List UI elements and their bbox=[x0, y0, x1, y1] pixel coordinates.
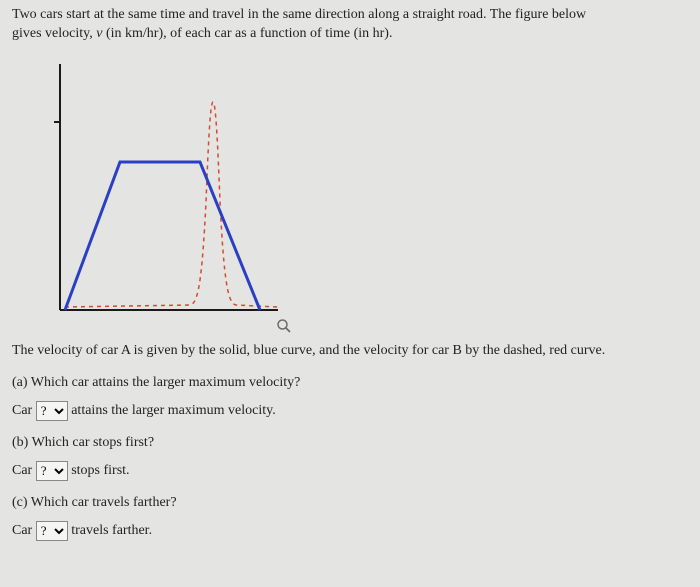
car-a-curve bbox=[65, 162, 260, 310]
question-b: (b) Which car stops first? bbox=[12, 435, 688, 451]
intro-line2a: gives velocity, bbox=[12, 26, 96, 41]
answer-c: Car ?AB travels farther. bbox=[12, 521, 688, 541]
curve-explanation: The velocity of car A is given by the so… bbox=[12, 340, 688, 361]
page: Two cars start at the same time and trav… bbox=[0, 0, 700, 587]
intro-line2b: (in km/hr), of each car as a function of… bbox=[102, 26, 392, 41]
intro-text: Two cars start at the same time and trav… bbox=[12, 6, 688, 44]
magnify-icon[interactable] bbox=[276, 318, 292, 339]
answer-a-pre: Car bbox=[12, 403, 36, 418]
intro-line1: Two cars start at the same time and trav… bbox=[12, 7, 586, 22]
answer-a: Car ?AB attains the larger maximum veloc… bbox=[12, 401, 688, 421]
question-a: (a) Which car attains the larger maximum… bbox=[12, 375, 688, 391]
car-select-b[interactable]: ?AB bbox=[36, 461, 68, 481]
answer-c-post: travels farther. bbox=[68, 523, 152, 538]
velocity-graph bbox=[30, 52, 330, 332]
answer-b: Car ?AB stops first. bbox=[12, 461, 688, 481]
answer-b-pre: Car bbox=[12, 463, 36, 478]
answer-b-post: stops first. bbox=[68, 463, 130, 478]
question-c: (c) Which car travels farther? bbox=[12, 495, 688, 511]
car-select-a[interactable]: ?AB bbox=[36, 401, 68, 421]
answer-a-post: attains the larger maximum velocity. bbox=[68, 403, 276, 418]
figure bbox=[30, 52, 330, 332]
car-select-c[interactable]: ?AB bbox=[36, 521, 68, 541]
answer-c-pre: Car bbox=[12, 523, 36, 538]
